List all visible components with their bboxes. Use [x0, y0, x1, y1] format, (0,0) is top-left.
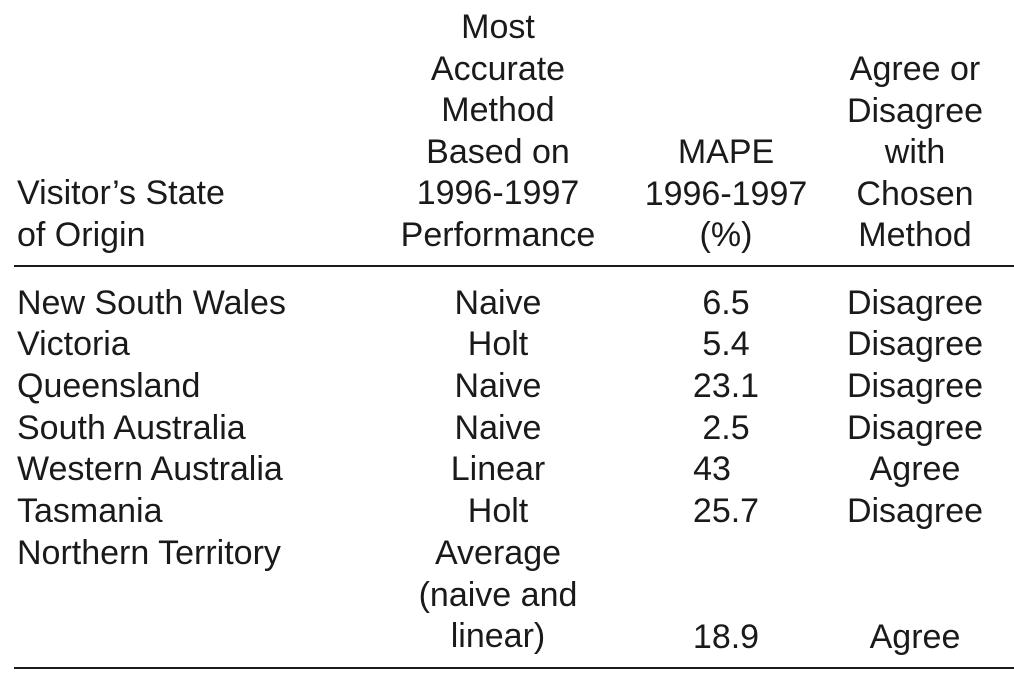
row-state-cell: New South Wales [17, 284, 286, 322]
row-method-cell: Naive [390, 408, 606, 450]
header-state-of-origin: Visitor’s State of Origin [17, 173, 225, 256]
row-agreement-cell: Disagree [846, 284, 984, 322]
row-method-cell: Naive [390, 283, 606, 325]
header-line: Accurate [430, 49, 566, 88]
header-line: 1996-1997 [644, 174, 808, 213]
header-line: Method [441, 91, 555, 129]
method-line: Naive [454, 367, 542, 405]
row-agreement-cell: Disagree [846, 325, 984, 363]
header-line: MAPE [677, 133, 775, 171]
row-mape-cell: 2.5 [702, 409, 750, 447]
row-mape-cell: 5.4 [702, 325, 750, 363]
row-agreement-cell: Disagree [846, 367, 984, 405]
method-line: Naive [454, 409, 542, 447]
header-most-accurate-method: Most Accurate Method Based on 1996-1997 … [390, 7, 606, 256]
header-line: (%) [699, 216, 753, 254]
method-line: Naive [454, 284, 542, 322]
row-mape-cell: 43 [693, 450, 731, 488]
method-line: Linear [450, 450, 546, 488]
row-state-cell: Tasmania [17, 492, 163, 530]
header-line: 1996-1997 [416, 174, 580, 212]
row-method-cell: Average (naive and linear) [390, 533, 606, 658]
row-agreement-cell: Disagree [846, 492, 984, 530]
row-agreement-cell: Disagree [846, 409, 984, 447]
header-line: Visitor’s State [17, 174, 225, 212]
header-line: of Origin [17, 215, 146, 254]
row-state-cell: South Australia [17, 409, 246, 447]
row-state-cell: Western Australia [17, 450, 283, 488]
row-method-cell: Linear [390, 449, 606, 491]
method-line: Holt [467, 492, 529, 530]
row-mape-cell: 18.9 [692, 618, 760, 656]
header-line: Chosen [856, 174, 974, 213]
header-line: Performance [400, 215, 596, 254]
row-state-cell: Victoria [17, 325, 130, 363]
row-method-cell: Naive [390, 366, 606, 408]
row-state-cell: Queensland [17, 367, 201, 405]
method-line: Holt [467, 325, 529, 363]
header-line: Most [461, 8, 535, 46]
row-mape-cell: 25.7 [692, 492, 760, 530]
row-agreement-cell: Agree [869, 618, 961, 656]
table-bottom-rule [14, 667, 1014, 669]
method-line: Average [434, 534, 562, 572]
header-line: Method [858, 216, 972, 254]
header-line: Disagree [846, 91, 984, 130]
row-method-cell: Holt [390, 491, 606, 533]
header-line: with [884, 133, 946, 171]
header-mape: MAPE 1996-1997 (%) [636, 132, 816, 257]
row-mape-cell: 6.5 [702, 284, 750, 322]
header-divider [14, 265, 1014, 267]
header-agree-or-disagree: Agree or Disagree with Chosen Method [822, 49, 1008, 257]
header-line: Based on [426, 132, 570, 171]
method-line: linear) [450, 617, 546, 655]
row-state-cell: Northern Territory [17, 534, 281, 572]
row-agreement-cell: Agree [869, 450, 961, 488]
row-method-cell: Holt [390, 324, 606, 366]
row-mape-cell: 23.1 [692, 367, 760, 405]
method-line: (naive and [418, 575, 578, 614]
header-line: Agree or [849, 50, 981, 88]
